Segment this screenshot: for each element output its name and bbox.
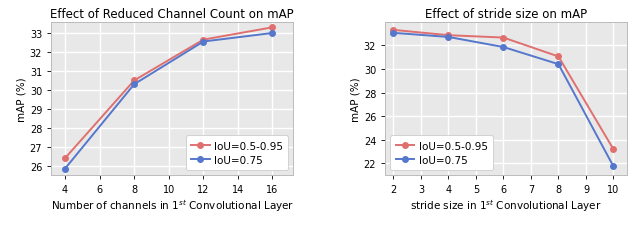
- IoU=0.75: [269, 32, 276, 35]
- Line: IoU=0.5-0.95: IoU=0.5-0.95: [62, 25, 275, 161]
- IoU=0.75: [131, 83, 138, 86]
- IoU=0.5-0.95: [131, 80, 138, 82]
- X-axis label: Number of channels in 1$^{st}$ Convolutional Layer: Number of channels in 1$^{st}$ Convoluti…: [51, 197, 294, 213]
- IoU=0.5-0.95: [390, 29, 397, 32]
- Line: IoU=0.5-0.95: IoU=0.5-0.95: [390, 28, 616, 152]
- IoU=0.75: [445, 36, 452, 39]
- Legend: IoU=0.5-0.95, IoU=0.75: IoU=0.5-0.95, IoU=0.75: [390, 136, 493, 170]
- Title: Effect of stride size on mAP: Effect of stride size on mAP: [425, 8, 588, 21]
- X-axis label: stride size in 1$^{st}$ Convolutional Layer: stride size in 1$^{st}$ Convolutional La…: [410, 197, 602, 213]
- IoU=0.5-0.95: [610, 148, 618, 151]
- Line: IoU=0.75: IoU=0.75: [62, 31, 275, 172]
- Legend: IoU=0.5-0.95, IoU=0.75: IoU=0.5-0.95, IoU=0.75: [186, 136, 288, 170]
- IoU=0.75: [555, 63, 563, 66]
- Title: Effect of Reduced Channel Count on mAP: Effect of Reduced Channel Count on mAP: [51, 8, 294, 21]
- IoU=0.75: [200, 41, 207, 44]
- IoU=0.5-0.95: [200, 39, 207, 42]
- IoU=0.75: [500, 46, 508, 49]
- IoU=0.5-0.95: [61, 157, 69, 160]
- Y-axis label: mAP (%): mAP (%): [351, 77, 361, 121]
- IoU=0.5-0.95: [500, 37, 508, 40]
- IoU=0.5-0.95: [269, 27, 276, 29]
- IoU=0.75: [390, 32, 397, 35]
- IoU=0.75: [61, 168, 69, 170]
- IoU=0.5-0.95: [445, 35, 452, 37]
- IoU=0.75: [610, 165, 618, 168]
- IoU=0.5-0.95: [555, 56, 563, 58]
- Line: IoU=0.75: IoU=0.75: [390, 31, 616, 169]
- Y-axis label: mAP (%): mAP (%): [17, 77, 27, 121]
